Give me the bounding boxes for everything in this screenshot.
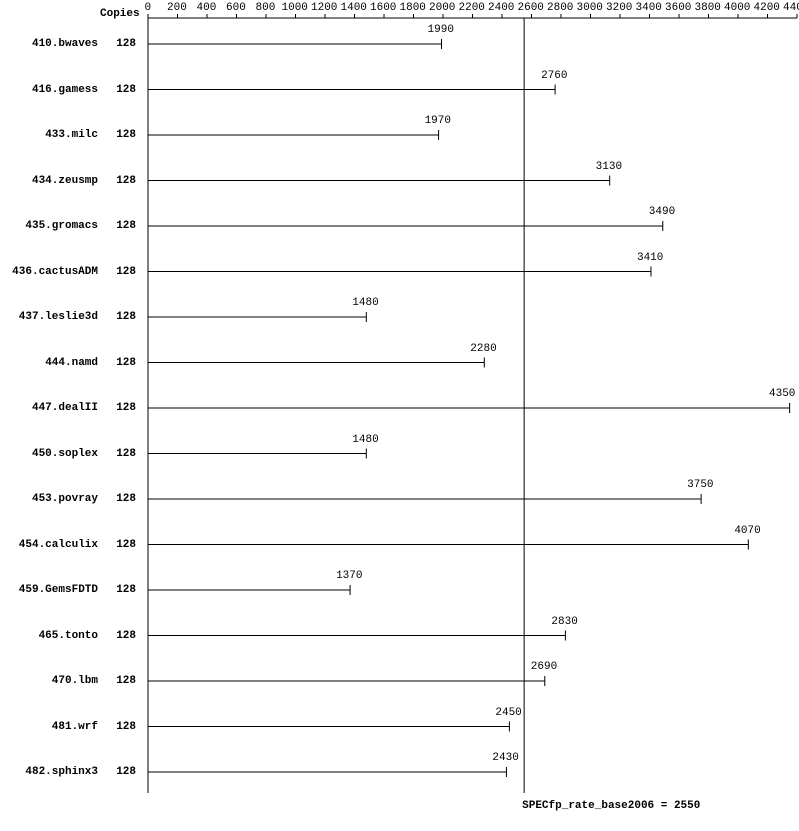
benchmark-copies: 128 — [116, 766, 136, 778]
x-tick-label: 3600 — [665, 2, 691, 14]
benchmark-value: 2280 — [470, 343, 496, 355]
x-tick-label: 4000 — [724, 2, 750, 14]
benchmark-copies: 128 — [116, 175, 136, 187]
benchmark-name: 434.zeusmp — [32, 175, 98, 187]
benchmark-copies: 128 — [116, 84, 136, 96]
x-tick-label: 0 — [145, 2, 152, 14]
benchmark-name: 436.cactusADM — [12, 266, 98, 278]
benchmark-value: 4070 — [734, 525, 760, 537]
x-tick-label: 1800 — [400, 2, 426, 14]
x-tick-label: 3800 — [695, 2, 721, 14]
benchmark-name: 459.GemsFDTD — [19, 584, 98, 596]
benchmark-copies: 128 — [116, 220, 136, 232]
benchmark-value: 4350 — [769, 388, 795, 400]
baseline-label: SPECfp_rate_base2006 = 2550 — [522, 800, 700, 812]
x-tick-label: 1600 — [370, 2, 396, 14]
benchmark-value: 2690 — [531, 661, 557, 673]
x-tick-label: 1000 — [282, 2, 308, 14]
benchmark-copies: 128 — [116, 539, 136, 551]
benchmark-name: 453.povray — [32, 493, 98, 505]
benchmark-name: 416.gamess — [32, 84, 98, 96]
x-tick-label: 600 — [226, 2, 246, 14]
x-tick-label: 4200 — [754, 2, 780, 14]
benchmark-chart: Copies0200400600800100012001400160018002… — [0, 0, 799, 831]
benchmark-copies: 128 — [116, 357, 136, 369]
x-tick-label: 1200 — [311, 2, 337, 14]
copies-header: Copies — [100, 8, 140, 20]
x-tick-label: 400 — [197, 2, 217, 14]
benchmark-name: 450.soplex — [32, 448, 98, 460]
benchmark-copies: 128 — [116, 675, 136, 687]
x-tick-label: 1400 — [341, 2, 367, 14]
x-tick-label: 800 — [256, 2, 276, 14]
chart-svg — [0, 0, 799, 831]
benchmark-name: 470.lbm — [52, 675, 98, 687]
x-tick-label: 3000 — [577, 2, 603, 14]
benchmark-copies: 128 — [116, 311, 136, 323]
benchmark-copies: 128 — [116, 129, 136, 141]
benchmark-name: 482.sphinx3 — [25, 766, 98, 778]
benchmark-copies: 128 — [116, 448, 136, 460]
benchmark-value: 1370 — [336, 570, 362, 582]
benchmark-value: 1480 — [352, 297, 378, 309]
benchmark-copies: 128 — [116, 266, 136, 278]
benchmark-name: 435.gromacs — [25, 220, 98, 232]
x-tick-label: 2800 — [547, 2, 573, 14]
benchmark-name: 437.leslie3d — [19, 311, 98, 323]
x-tick-label: 2200 — [459, 2, 485, 14]
benchmark-value: 3490 — [649, 206, 675, 218]
benchmark-name: 454.calculix — [19, 539, 98, 551]
x-tick-label: 2600 — [518, 2, 544, 14]
x-tick-label: 3200 — [606, 2, 632, 14]
benchmark-name: 447.dealII — [32, 402, 98, 414]
benchmark-copies: 128 — [116, 493, 136, 505]
benchmark-name: 444.namd — [45, 357, 98, 369]
benchmark-value: 1990 — [428, 24, 454, 36]
benchmark-copies: 128 — [116, 38, 136, 50]
x-tick-label: 2400 — [488, 2, 514, 14]
benchmark-copies: 128 — [116, 402, 136, 414]
benchmark-value: 1970 — [425, 115, 451, 127]
x-tick-label: 2000 — [429, 2, 455, 14]
benchmark-name: 410.bwaves — [32, 38, 98, 50]
benchmark-value: 2830 — [551, 616, 577, 628]
benchmark-copies: 128 — [116, 630, 136, 642]
benchmark-name: 481.wrf — [52, 721, 98, 733]
x-tick-label: 3400 — [636, 2, 662, 14]
x-tick-label: 200 — [167, 2, 187, 14]
benchmark-copies: 128 — [116, 584, 136, 596]
benchmark-value: 2760 — [541, 70, 567, 82]
benchmark-value: 2430 — [492, 752, 518, 764]
benchmark-name: 433.milc — [45, 129, 98, 141]
benchmark-name: 465.tonto — [39, 630, 98, 642]
x-tick-label: 4400 — [783, 2, 799, 14]
benchmark-value: 3130 — [596, 161, 622, 173]
benchmark-value: 2450 — [495, 707, 521, 719]
benchmark-value: 3750 — [687, 479, 713, 491]
benchmark-value: 3410 — [637, 252, 663, 264]
benchmark-value: 1480 — [352, 434, 378, 446]
benchmark-copies: 128 — [116, 721, 136, 733]
